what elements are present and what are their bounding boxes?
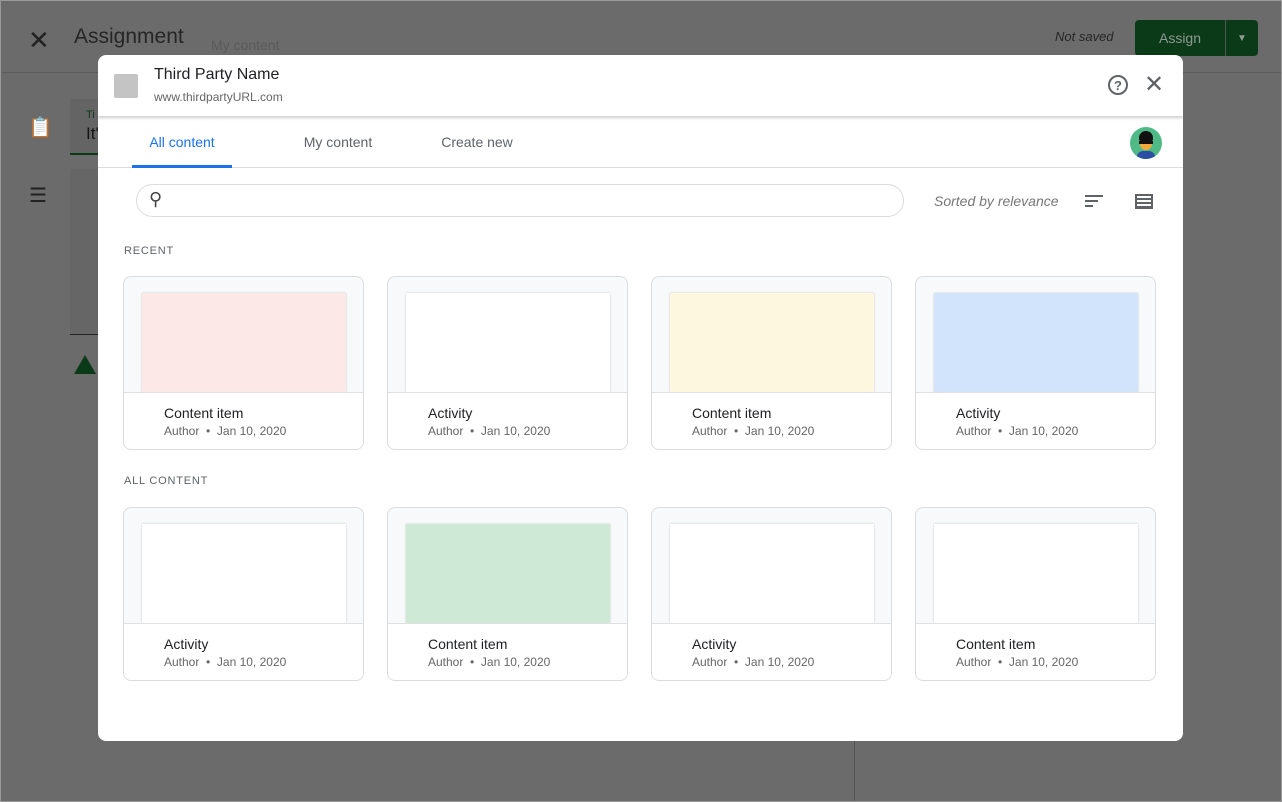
card-meta: Author • Jan 10, 2020 bbox=[428, 655, 551, 669]
dialog-header: Third Party Name www.thirdpartyURL.com ?… bbox=[98, 55, 1183, 116]
card-title: Activity bbox=[164, 636, 209, 652]
card-footer: Activity Author • Jan 10, 2020 bbox=[652, 623, 891, 680]
ghost-text: My content bbox=[211, 37, 280, 53]
content-picker-dialog: Third Party Name www.thirdpartyURL.com ?… bbox=[98, 55, 1183, 741]
card-footer: Activity Author • Jan 10, 2020 bbox=[916, 392, 1155, 449]
card-title: Content item bbox=[956, 636, 1036, 652]
card-date: Jan 10, 2020 bbox=[480, 424, 551, 438]
card-meta: Author • Jan 10, 2020 bbox=[164, 655, 287, 669]
card-thumbnail bbox=[406, 293, 610, 392]
card-author: Author bbox=[164, 424, 200, 438]
card-footer: Content item Author • Jan 10, 2020 bbox=[916, 623, 1155, 680]
content-card[interactable]: Content item Author • Jan 10, 2020 bbox=[651, 276, 892, 450]
card-title: Activity bbox=[692, 636, 737, 652]
card-date: Jan 10, 2020 bbox=[744, 655, 815, 669]
card-date: Jan 10, 2020 bbox=[216, 424, 287, 438]
title-field-label: Ti bbox=[86, 109, 95, 121]
content-card[interactable]: Content item Author • Jan 10, 2020 bbox=[387, 507, 628, 681]
card-thumbnail bbox=[670, 293, 874, 392]
section-heading: ALL CONTENT bbox=[124, 475, 209, 487]
card-title: Content item bbox=[164, 405, 244, 421]
card-meta: Author • Jan 10, 2020 bbox=[692, 655, 815, 669]
close-icon[interactable]: ✕ bbox=[28, 25, 50, 55]
content-card[interactable]: Activity Author • Jan 10, 2020 bbox=[651, 507, 892, 681]
search-icon: ⚲ bbox=[149, 189, 163, 209]
list-view-icon[interactable] bbox=[1135, 194, 1153, 209]
content-card[interactable]: Content item Author • Jan 10, 2020 bbox=[123, 276, 364, 450]
assignment-icon[interactable]: 📋 bbox=[28, 117, 53, 139]
title-field-value: It' bbox=[86, 124, 99, 143]
content-card[interactable]: Activity Author • Jan 10, 2020 bbox=[123, 507, 364, 681]
description-icon[interactable]: ☰ bbox=[29, 185, 47, 207]
card-footer: Content item Author • Jan 10, 2020 bbox=[652, 392, 891, 449]
card-thumbnail bbox=[142, 524, 346, 623]
card-meta: Author • Jan 10, 2020 bbox=[956, 424, 1079, 438]
tab-all-content[interactable]: All content bbox=[132, 116, 232, 168]
content-card[interactable]: Content item Author • Jan 10, 2020 bbox=[915, 507, 1156, 681]
section-heading: RECENT bbox=[124, 245, 175, 257]
avatar[interactable] bbox=[1130, 127, 1162, 159]
provider-name: Third Party Name bbox=[154, 66, 280, 83]
card-author: Author bbox=[956, 424, 992, 438]
card-author: Author bbox=[692, 655, 728, 669]
assign-button[interactable]: Assign ▼ bbox=[1135, 20, 1258, 56]
card-date: Jan 10, 2020 bbox=[744, 424, 815, 438]
card-author: Author bbox=[692, 424, 728, 438]
card-date: Jan 10, 2020 bbox=[1008, 655, 1079, 669]
dropdown-arrow-icon[interactable]: ▼ bbox=[1237, 32, 1247, 44]
card-date: Jan 10, 2020 bbox=[216, 655, 287, 669]
card-title: Content item bbox=[428, 636, 508, 652]
card-author: Author bbox=[164, 655, 200, 669]
search-input[interactable]: ⚲ bbox=[136, 184, 904, 217]
card-footer: Activity Author • Jan 10, 2020 bbox=[388, 392, 627, 449]
card-thumbnail bbox=[934, 524, 1138, 623]
card-title: Content item bbox=[692, 405, 772, 421]
google-drive-icon[interactable] bbox=[74, 355, 96, 374]
page-title: Assignment bbox=[74, 25, 184, 48]
card-thumbnail bbox=[934, 293, 1138, 392]
tab-bar: All content My content Create new bbox=[98, 116, 1183, 168]
help-icon[interactable]: ? bbox=[1108, 75, 1128, 95]
card-author: Author bbox=[428, 655, 464, 669]
card-meta: Author • Jan 10, 2020 bbox=[428, 424, 551, 438]
tab-create-new[interactable]: Create new bbox=[441, 134, 513, 150]
content-card[interactable]: Activity Author • Jan 10, 2020 bbox=[915, 276, 1156, 450]
card-thumbnail bbox=[670, 524, 874, 623]
card-title: Activity bbox=[956, 405, 1001, 421]
assign-label[interactable]: Assign bbox=[1135, 20, 1226, 56]
card-thumbnail bbox=[142, 293, 346, 392]
card-author: Author bbox=[956, 655, 992, 669]
card-date: Jan 10, 2020 bbox=[480, 655, 551, 669]
card-date: Jan 10, 2020 bbox=[1008, 424, 1079, 438]
provider-logo bbox=[114, 74, 138, 98]
card-footer: Content item Author • Jan 10, 2020 bbox=[124, 392, 363, 449]
save-status: Not saved bbox=[1055, 29, 1114, 44]
content-card[interactable]: Activity Author • Jan 10, 2020 bbox=[387, 276, 628, 450]
card-footer: Content item Author • Jan 10, 2020 bbox=[388, 623, 627, 680]
close-icon[interactable]: ✕ bbox=[1144, 71, 1165, 98]
card-meta: Author • Jan 10, 2020 bbox=[164, 424, 287, 438]
card-footer: Activity Author • Jan 10, 2020 bbox=[124, 623, 363, 680]
search-text-field[interactable] bbox=[177, 189, 877, 213]
provider-url: www.thirdpartyURL.com bbox=[154, 90, 283, 104]
card-author: Author bbox=[428, 424, 464, 438]
sort-icon[interactable] bbox=[1085, 195, 1103, 210]
card-meta: Author • Jan 10, 2020 bbox=[956, 655, 1079, 669]
sort-label: Sorted by relevance bbox=[934, 193, 1059, 209]
card-title: Activity bbox=[428, 405, 473, 421]
card-thumbnail bbox=[406, 524, 610, 623]
tab-my-content[interactable]: My content bbox=[303, 134, 373, 150]
card-meta: Author • Jan 10, 2020 bbox=[692, 424, 815, 438]
